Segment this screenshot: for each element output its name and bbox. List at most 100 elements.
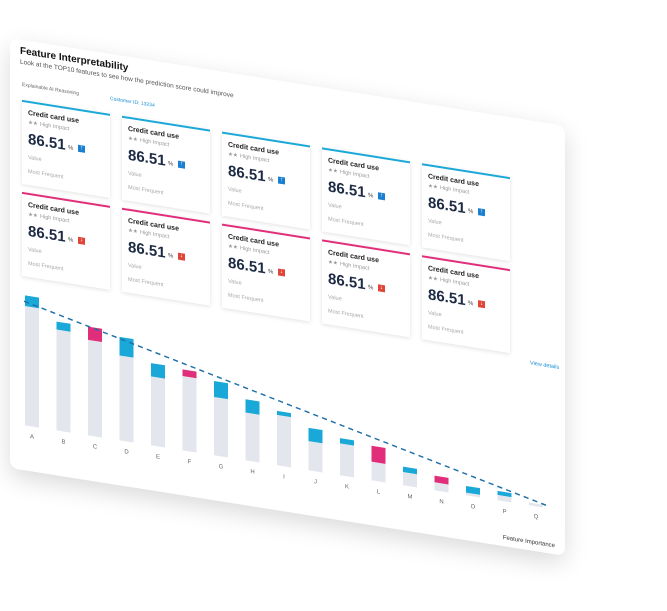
impact: High Impact: [240, 153, 270, 165]
bar-delta: [403, 466, 417, 475]
trend-icon: ↓: [178, 252, 185, 261]
frequency: Most Frequent: [28, 260, 64, 273]
unit: %: [268, 176, 274, 184]
bar-base: [497, 494, 512, 503]
card: Credit card use ★★ High Impact 86.51% ↑ Value…: [422, 163, 510, 262]
unit: %: [68, 237, 74, 245]
trend-icon: ↓: [278, 268, 285, 277]
value-label: Value: [128, 170, 142, 179]
card: Credit card use ★★ High Impact 86.51% ↑ Value…: [222, 131, 310, 230]
value: 86.51: [28, 222, 66, 246]
x-tick-label: K: [345, 484, 349, 491]
value-label: Value: [428, 218, 442, 227]
impact: High Impact: [340, 169, 370, 180]
frequency: Most Frequent: [428, 324, 464, 336]
unit: %: [468, 300, 474, 308]
x-tick-label: M: [408, 494, 413, 501]
value: 86.51: [228, 254, 266, 278]
x-tick-label: D: [124, 449, 129, 456]
frequency: Most Frequent: [328, 216, 364, 228]
bar-delta: [182, 369, 197, 379]
bar-delta: [371, 445, 386, 464]
value: 86.51: [28, 130, 66, 154]
bar-base: [308, 441, 323, 473]
bar-base: [403, 471, 417, 488]
value-label: Value: [28, 154, 42, 164]
bar-base: [529, 502, 543, 508]
unit: %: [468, 208, 474, 216]
unit: %: [168, 253, 174, 260]
x-tick-label: P: [503, 509, 507, 516]
frequency: Most Frequent: [128, 184, 164, 197]
trend-icon: ↓: [78, 236, 85, 245]
bar-base: [151, 376, 165, 448]
value: 86.51: [128, 146, 166, 170]
value: 86.51: [328, 178, 366, 202]
impact: High Impact: [40, 121, 70, 133]
unit: %: [368, 284, 374, 292]
card: Credit card use ★★ High Impact 86.51% ↑ Value…: [22, 99, 110, 198]
bar-base: [88, 339, 102, 438]
trend-icon: ↓: [378, 284, 385, 293]
impact: High Impact: [440, 185, 470, 196]
value-label: Value: [128, 262, 142, 271]
card: Credit card use ★★ High Impact 86.51% ↓ Value…: [322, 239, 410, 338]
bar-delta: [434, 475, 449, 485]
card: Credit card use ★★ High Impact 86.51% ↓ Value…: [422, 255, 510, 354]
x-tick-label: A: [30, 434, 34, 441]
bar-base: [245, 412, 260, 463]
x-tick-label: Q: [534, 514, 539, 521]
x-tick-label: C: [93, 444, 98, 451]
frequency: Most Frequent: [328, 308, 364, 320]
x-tick-label: E: [156, 454, 160, 461]
impact: High Impact: [340, 261, 370, 272]
frequency: Most Frequent: [228, 200, 264, 213]
rating: ★★: [228, 151, 238, 160]
value-label: Value: [28, 246, 42, 256]
bar-delta: [308, 427, 323, 444]
unit: %: [68, 145, 74, 153]
bar-base: [119, 355, 134, 443]
rating: ★★: [28, 211, 38, 220]
rating: ★★: [128, 135, 138, 144]
bar-base: [434, 482, 449, 493]
panel: Feature Interpretability Look at the TOP…: [10, 38, 565, 556]
impact: High Impact: [140, 229, 170, 241]
value-label: Value: [428, 310, 442, 319]
chart: A B C D E F G H I J K L M N O P Q Feature Importance: [23, 295, 556, 549]
trend-icon: ↑: [78, 144, 85, 153]
frequency: Most Frequent: [128, 276, 164, 289]
x-tick-label: B: [62, 439, 66, 446]
bar-delta: [277, 410, 291, 418]
card: Credit card use ★★ High Impact 86.51% ↓ Value…: [22, 191, 110, 290]
trend-icon: ↑: [478, 208, 485, 217]
impact: High Impact: [240, 245, 270, 257]
rating: ★★: [128, 227, 138, 236]
rating: ★★: [28, 119, 38, 128]
impact: High Impact: [40, 213, 70, 225]
rating: ★★: [328, 259, 338, 267]
card: Credit card use ★★ High Impact 86.51% ↓ Value…: [122, 207, 210, 306]
x-tick-label: H: [250, 469, 254, 476]
impact: High Impact: [140, 137, 170, 149]
x-tick-label: G: [219, 464, 224, 471]
x-tick-label: F: [188, 459, 192, 466]
card: Credit card use ★★ High Impact 86.51% ↑ Value…: [122, 115, 210, 214]
bar-base: [340, 443, 354, 478]
bar-base: [182, 376, 197, 453]
bar-delta: [497, 490, 512, 498]
rating: ★★: [228, 243, 238, 252]
bar-delta: [466, 485, 480, 495]
card: Credit card use ★★ High Impact 86.51% ↓ Value…: [222, 223, 310, 322]
trend-icon: ↑: [278, 176, 285, 185]
x-tick-label: O: [471, 504, 476, 511]
x-tick-label: J: [314, 479, 317, 485]
x-axis-label: Feature Importance: [503, 535, 556, 549]
bar-delta: [340, 438, 354, 446]
bar-base: [277, 414, 291, 468]
trend-icon: ↑: [378, 192, 385, 201]
value-label: Value: [228, 186, 242, 195]
rating: ★★: [328, 167, 338, 175]
value-label: Value: [228, 278, 242, 287]
